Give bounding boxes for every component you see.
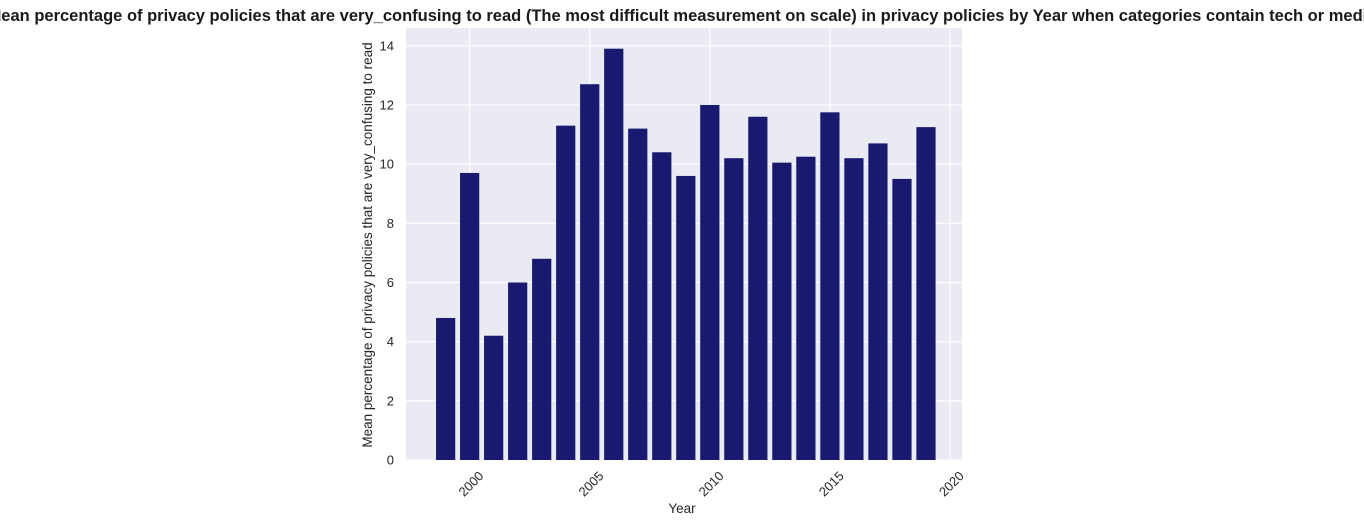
- y-tick-label: 14: [380, 38, 394, 53]
- bar-2004: [556, 125, 576, 461]
- y-axis-label: Mean percentage of privacy policies that…: [360, 42, 375, 447]
- x-axis-ticks: 2000 2005 2010 2015 2020: [455, 468, 966, 499]
- x-tick-label: 2005: [576, 468, 607, 499]
- bar-2000: [460, 172, 480, 460]
- bar-2009: [676, 175, 696, 461]
- y-tick-label: 10: [380, 157, 394, 172]
- y-tick-label: 12: [380, 97, 394, 112]
- y-tick-label: 6: [387, 275, 394, 290]
- bar-2005: [580, 84, 600, 460]
- y-tick-label: 2: [387, 393, 394, 408]
- x-axis-label: Year: [668, 501, 696, 516]
- bar-1999: [436, 317, 456, 460]
- x-tick-label: 2000: [455, 468, 486, 499]
- y-tick-label: 8: [387, 216, 394, 231]
- bar-2011: [724, 158, 744, 461]
- bar-2016: [844, 158, 864, 461]
- bar-2018: [892, 178, 912, 460]
- bar-2007: [628, 128, 648, 461]
- bar-2017: [868, 143, 888, 460]
- bar-2002: [508, 282, 528, 460]
- bar-2006: [604, 48, 624, 460]
- bar-2019: [916, 127, 936, 460]
- bar-2001: [484, 335, 504, 460]
- bar-2003: [532, 258, 552, 460]
- x-tick-label: 2020: [936, 468, 967, 499]
- bar-2014: [796, 156, 816, 460]
- y-tick-label: 0: [387, 453, 394, 468]
- bar-2013: [772, 162, 792, 461]
- bar-2012: [748, 116, 768, 460]
- bars: [436, 48, 936, 461]
- chart-title: Mean percentage of privacy policies that…: [0, 7, 1364, 25]
- x-tick-label: 2010: [696, 468, 727, 499]
- bar-2015: [820, 112, 840, 460]
- x-tick-label: 2015: [816, 468, 847, 499]
- bar-2008: [652, 152, 672, 460]
- bar-2010: [700, 104, 720, 460]
- y-axis-ticks: 0 2 4 6 8 10 12 14: [380, 38, 394, 467]
- y-tick-label: 4: [387, 334, 394, 349]
